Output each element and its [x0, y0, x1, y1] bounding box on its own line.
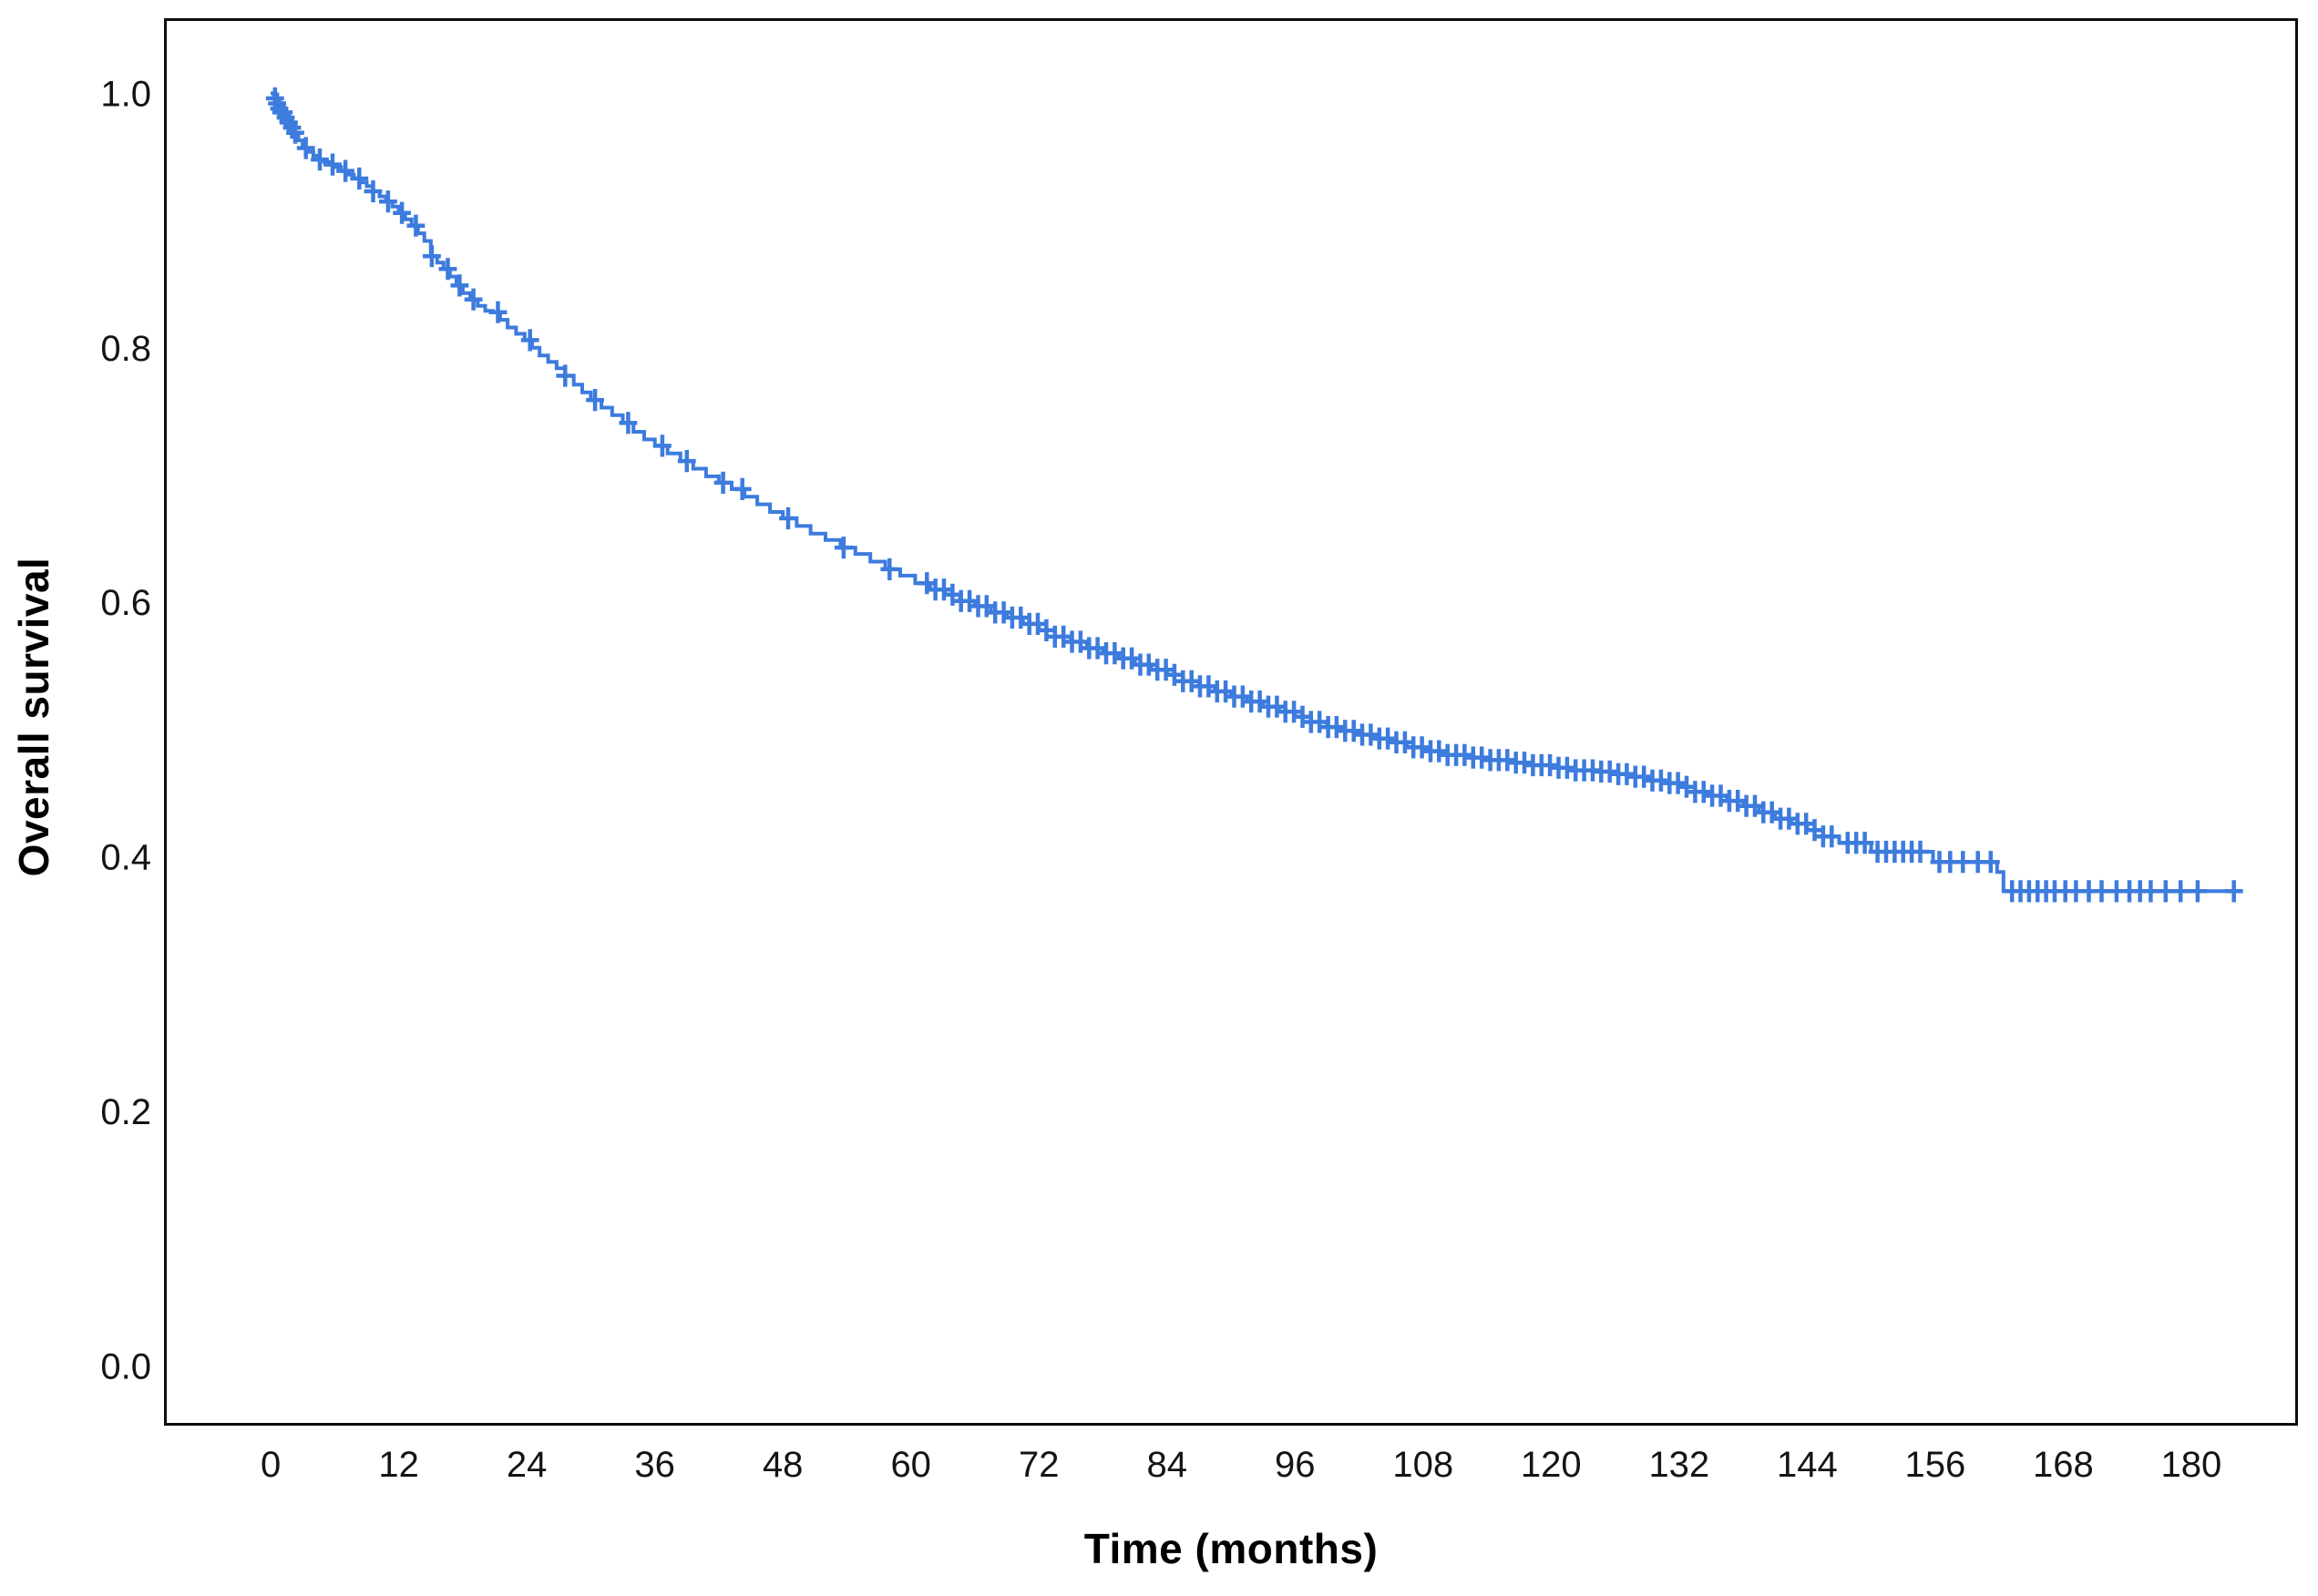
x-tick-label: 12: [378, 1445, 419, 1485]
y-tick-label: 1.0: [100, 74, 151, 114]
censor-marks: [265, 87, 2243, 903]
y-tick-label: 0.0: [100, 1346, 151, 1386]
x-tick-label: 144: [1777, 1445, 1838, 1485]
y-tick-label: 0.6: [100, 583, 151, 623]
y-tick-label: 0.8: [100, 329, 151, 369]
x-tick-label: 180: [2161, 1445, 2222, 1485]
x-tick-label: 120: [1521, 1445, 1582, 1485]
y-tick-label: 0.4: [100, 838, 151, 878]
x-tick-label: 96: [1275, 1445, 1316, 1485]
x-tick-label: 108: [1392, 1445, 1453, 1485]
y-tick-label: 0.2: [100, 1092, 151, 1132]
x-tick-label: 24: [507, 1445, 548, 1485]
x-tick-label: 72: [1019, 1445, 1060, 1485]
x-tick-label: 168: [2033, 1445, 2094, 1485]
x-tick-label: 60: [890, 1445, 931, 1485]
x-tick-label: 48: [763, 1445, 804, 1485]
x-tick-label: 156: [1904, 1445, 1965, 1485]
x-axis-title: Time (months): [1083, 1525, 1379, 1572]
x-tick-label: 84: [1146, 1445, 1187, 1485]
y-axis-title: Overall survival: [10, 557, 57, 877]
survival-curve: [271, 91, 2240, 894]
x-tick-label: 36: [634, 1445, 675, 1485]
plot-frame: [164, 18, 2298, 1426]
x-tick-label: 0: [261, 1445, 281, 1485]
x-tick-label: 132: [1648, 1445, 1709, 1485]
